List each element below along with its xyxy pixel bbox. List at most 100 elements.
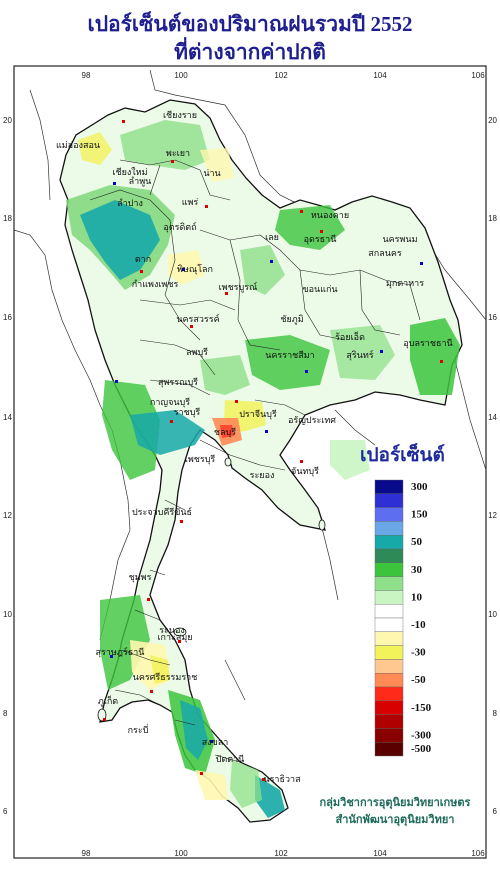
lon-tick-label: 106 [471, 71, 485, 80]
legend-swatch [374, 700, 404, 715]
legend-swatch [374, 562, 404, 577]
province-label: สุราษฎร์ธานี [96, 646, 145, 658]
lon-tick-label: 106 [471, 849, 485, 858]
lat-tick-label: 20 [3, 116, 12, 125]
province-label: ประจวบคีรีขันธ์ [132, 506, 192, 517]
legend-label: 300 [411, 481, 428, 493]
green-anomaly-zones [66, 120, 460, 818]
lat-tick-label: 6 [493, 807, 498, 816]
lon-tick-label: 100 [174, 71, 188, 80]
lat-tick-label: 10 [488, 610, 497, 619]
lon-tick-label: 102 [274, 71, 288, 80]
lon-tick-label: 104 [373, 849, 387, 858]
province-label: ราชบุรี [174, 407, 201, 418]
legend-swatch [374, 673, 404, 688]
lon-tick-label: 104 [373, 71, 387, 80]
legend-label: -150 [411, 702, 432, 714]
province-label: ลำพูน [129, 176, 152, 187]
province-boundaries [89, 159, 421, 763]
province-label: นราธิวาส [263, 774, 301, 784]
legend-label: -10 [411, 619, 426, 631]
province-label: เกาะสมุย [157, 632, 192, 643]
province-label: พิษณุโลก [177, 264, 213, 275]
province-label: ชัยภูมิ [280, 314, 303, 325]
province-label: หนองคาย [311, 210, 349, 220]
legend-swatch [374, 507, 404, 522]
legend-title: เปอร์เซ็นต์ [360, 445, 445, 466]
legend-swatch [374, 728, 404, 743]
province-label: พะเยา [166, 148, 190, 158]
province-label: ปัตตานี [216, 754, 245, 764]
province-label: นครพนม [382, 234, 417, 244]
province-label: น่าน [203, 168, 220, 178]
legend-swatch [374, 645, 404, 660]
longitude-ticks-bottom: 98 100 102 104 106 [82, 849, 486, 858]
dry-anomaly-zones [78, 132, 266, 800]
province-label: มุกดาหาร [386, 278, 424, 289]
station-markers [103, 120, 443, 781]
longitude-ticks-top: 98 100 102 104 106 [82, 71, 486, 80]
lat-tick-label: 10 [3, 610, 12, 619]
credit-line1: กลุ่มวิชาการอุตุนิยมวิทยาเกษตร [319, 797, 471, 809]
latitude-ticks-left: 20 18 16 14 12 10 8 6 [3, 116, 12, 816]
province-label: ลพบุรี [186, 347, 208, 358]
province-label: อุบลราชธานี [403, 338, 452, 349]
legend-swatch [374, 631, 404, 646]
province-label: อุตรดิตถ์ [163, 221, 196, 233]
province-label: ภูเก็ต [98, 694, 118, 707]
lat-tick-label: 14 [488, 413, 497, 422]
credit-line2: สำนักพัฒนาอุตุนิยมวิทยา [335, 814, 455, 826]
lat-tick-label: 18 [488, 214, 497, 223]
legend-swatch [374, 617, 404, 633]
lon-tick-label: 98 [82, 849, 91, 858]
province-label: กระบี่ [128, 723, 149, 735]
province-label: ชลบุรี [214, 427, 236, 438]
legend-swatch [374, 742, 404, 757]
province-label: จันทบุรี [291, 466, 319, 477]
province-label: เพชรบูรณ์ [219, 281, 258, 293]
legend-swatch [374, 604, 404, 619]
province-label: ร้อยเอ็ด [335, 330, 365, 342]
province-label: อุดรธานี [304, 234, 337, 245]
legend-swatch [374, 479, 404, 495]
legend-swatch [374, 686, 404, 702]
legend-swatch [374, 659, 404, 674]
province-label: สุรินทร์ [346, 349, 373, 361]
legend-label: 30 [411, 564, 423, 576]
lon-tick-label: 98 [82, 71, 91, 80]
province-label: สกลนคร [368, 248, 402, 258]
legend-swatch [374, 590, 404, 605]
province-label: เลย [265, 232, 279, 242]
province-label: อรัญประเทศ [288, 415, 336, 425]
lat-tick-label: 12 [488, 511, 497, 520]
province-label: ลำปาง [117, 198, 143, 208]
province-label: สุพรรณบุรี [158, 377, 198, 388]
legend-swatch [374, 493, 404, 508]
legend-swatch [374, 714, 404, 729]
province-label: เชียงใหม่ [112, 167, 147, 177]
province-label: กาญจนบุรี [150, 397, 190, 408]
province-label: นครสวรรค์ [176, 313, 219, 324]
map-title-line2: ที่ต่างจากค่าปกติ [174, 40, 326, 64]
legend-label: 10 [411, 591, 423, 603]
province-label: ระยอง [250, 470, 275, 480]
islands [97, 457, 326, 722]
lat-tick-label: 8 [493, 709, 498, 718]
province-label: แพร่ [182, 197, 199, 207]
legend-label: -300 [411, 729, 432, 741]
legend-swatch [374, 521, 404, 536]
legend-swatch [374, 548, 404, 564]
legend-label: -50 [411, 674, 426, 686]
province-label: นครราชสีมา [265, 350, 314, 360]
lat-tick-label: 20 [488, 116, 497, 125]
legend-color-bar: 300 150 50 30 10 -10 -30 -50 -150 -300 -500 [374, 479, 432, 757]
province-label: เพชรบุรี [185, 454, 216, 465]
lat-tick-label: 12 [3, 511, 12, 520]
lat-tick-label: 14 [3, 413, 12, 422]
map-title-line1: เปอร์เซ็นต์ของปริมาณฝนรวมปี 2552 [87, 12, 413, 36]
lat-tick-label: 6 [3, 807, 8, 816]
lat-tick-label: 16 [3, 313, 12, 322]
province-label: ขอนแก่น [302, 284, 337, 294]
